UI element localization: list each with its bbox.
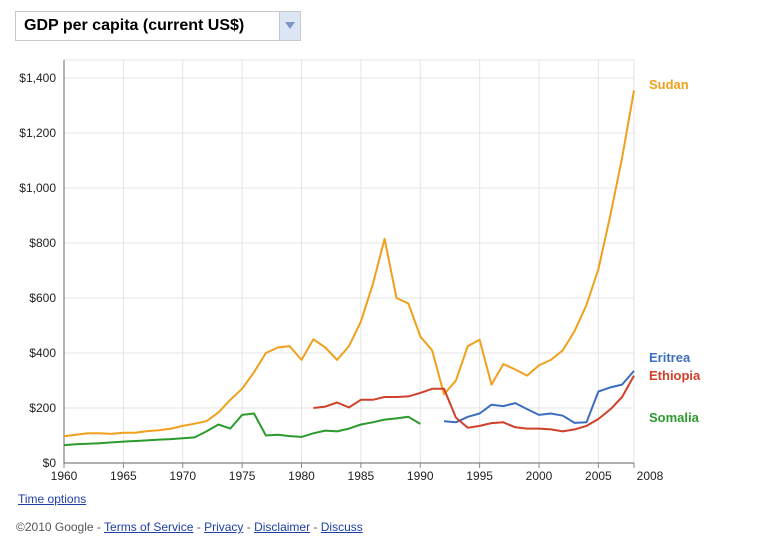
series-line-somalia[interactable] xyxy=(63,412,421,447)
y-tick-label: $0 xyxy=(43,456,57,470)
y-tick-label: $1,200 xyxy=(19,126,56,140)
metric-selector-label: GDP per capita (current US$) xyxy=(24,17,245,34)
y-tick-label: $400 xyxy=(29,346,56,360)
y-tick-label: $800 xyxy=(29,236,56,250)
discuss-link[interactable]: Discuss xyxy=(320,520,363,534)
x-tick-label: 1975 xyxy=(229,469,256,483)
x-tick-label: 1985 xyxy=(348,469,375,483)
x-tick-label: 1970 xyxy=(169,469,196,483)
x-tick-label: 1960 xyxy=(51,469,78,483)
y-tick-label: $600 xyxy=(29,291,56,305)
series-label-sudan: Sudan xyxy=(649,77,689,92)
time-options-link[interactable]: Time options xyxy=(18,492,87,506)
terms-of-service-link[interactable]: Terms of Service xyxy=(104,520,194,534)
series-label-ethiopia: Ethiopia xyxy=(649,368,701,383)
series-label-eritrea: Eritrea xyxy=(649,350,691,365)
y-tick-label: $200 xyxy=(29,401,56,415)
copyright-text: ©2010 Google xyxy=(16,520,94,534)
dropdown-arrow-icon[interactable] xyxy=(279,12,300,40)
y-tick-label: $1,000 xyxy=(19,181,56,195)
x-tick-label: 1965 xyxy=(110,469,137,483)
plot-frame xyxy=(63,59,635,464)
series-line-eritrea[interactable] xyxy=(443,370,635,424)
x-tick-label: 2005 xyxy=(585,469,612,483)
x-tick-label: 1990 xyxy=(407,469,434,483)
x-tick-label: 2000 xyxy=(526,469,553,483)
y-tick-label: $1,400 xyxy=(19,71,56,85)
metric-selector[interactable]: GDP per capita (current US$) xyxy=(15,11,301,41)
series-line-sudan[interactable] xyxy=(63,90,635,438)
privacy-link[interactable]: Privacy xyxy=(204,520,244,534)
disclaimer-link[interactable]: Disclaimer xyxy=(254,520,311,534)
series-line-ethiopia[interactable] xyxy=(313,375,635,433)
x-tick-label: 1995 xyxy=(466,469,493,483)
series-label-somalia: Somalia xyxy=(649,410,700,425)
footer: ©2010 Google - Terms of Service - Privac… xyxy=(16,520,363,534)
x-tick-label: 1980 xyxy=(288,469,315,483)
x-tick-label: 2008 xyxy=(637,469,664,483)
chart: $0 $200 $400 $600 $800 $1,000 $1,200 $1,400 1960… xyxy=(19,59,701,483)
